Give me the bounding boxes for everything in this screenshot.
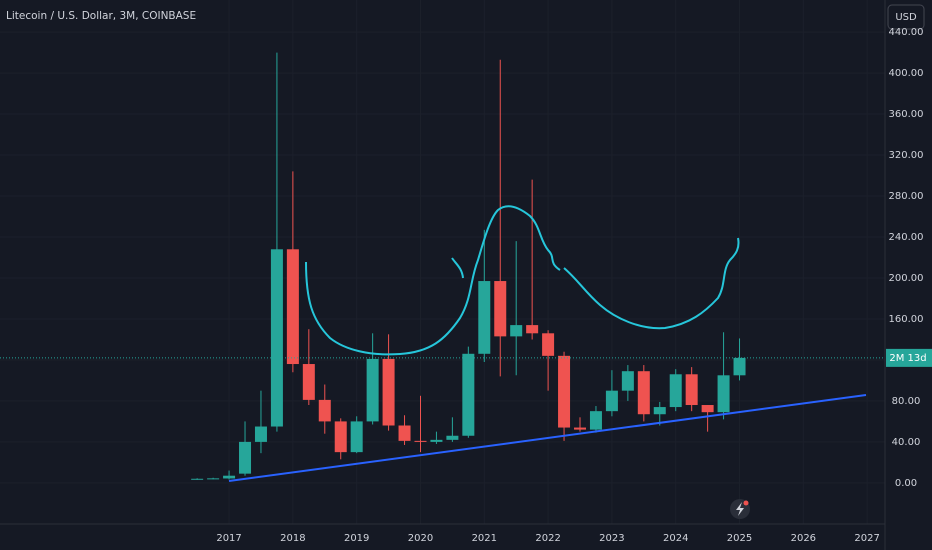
candle-body [270, 249, 283, 427]
alert-bolt [736, 502, 744, 516]
x-tick-label: 2021 [472, 533, 497, 544]
x-tick-label: 2022 [535, 533, 560, 544]
x-tick-label: 2026 [791, 533, 816, 544]
candle-body [669, 374, 682, 408]
candle-body [701, 405, 714, 413]
candle-body [350, 421, 363, 453]
candle-body [637, 371, 650, 415]
x-tick-label: 2018 [280, 533, 305, 544]
candle-body [526, 325, 539, 334]
candle-body [302, 364, 315, 400]
y-tick-label: 160.00 [889, 314, 924, 325]
y-tick-label: 80.00 [892, 396, 921, 407]
candle-body [510, 325, 523, 337]
countdown-tag [886, 348, 932, 367]
x-tick-label: 2025 [727, 533, 752, 544]
x-tick-label: 2027 [854, 533, 879, 544]
candle-body [717, 375, 730, 413]
candle-body [589, 411, 602, 430]
candle-body [685, 374, 698, 406]
currency-button[interactable] [887, 4, 925, 30]
candle-body [191, 478, 204, 480]
candle-body [254, 426, 267, 442]
currency-label[interactable]: USD [895, 12, 917, 23]
candle-body [574, 427, 587, 430]
candle-body [542, 333, 555, 356]
countdown-label: 2M 13d [889, 353, 926, 364]
candle-body [605, 390, 618, 412]
y-tick-label: 240.00 [889, 232, 924, 243]
chart-title: Litecoin / U.S. Dollar, 3M, COINBASE [6, 10, 196, 22]
candle-body [478, 281, 491, 354]
candle-body [733, 357, 746, 376]
y-tick-label: 0.00 [895, 478, 917, 489]
y-tick-label: 400.00 [889, 68, 924, 79]
candle-body [334, 421, 347, 453]
candle-body [239, 441, 252, 474]
candle-body [462, 353, 475, 436]
y-tick-label: 40.00 [892, 437, 921, 448]
x-tick-label: 2024 [663, 533, 688, 544]
y-tick-label: 440.00 [889, 27, 924, 38]
x-tick-label: 2017 [216, 533, 241, 544]
candles [191, 52, 746, 480]
drawing-curve [305, 205, 740, 356]
y-tick-label: 280.00 [889, 191, 924, 202]
candle-body [318, 399, 331, 422]
candle-body [382, 358, 395, 426]
candle-body [446, 435, 459, 440]
y-tick-label: 360.00 [889, 109, 924, 120]
candle-body [286, 249, 299, 365]
candle-body [414, 440, 427, 442]
candle-body [366, 358, 379, 422]
candle-body [653, 407, 666, 415]
candle-body [398, 425, 411, 441]
candle-body [207, 478, 220, 480]
candle-body [223, 475, 236, 479]
x-tick-label: 2020 [408, 533, 433, 544]
y-tick-label: 200.00 [889, 273, 924, 284]
x-tick-label: 2023 [599, 533, 624, 544]
x-tick-label: 2019 [344, 533, 369, 544]
candle-body [430, 439, 443, 442]
candle-body [494, 281, 507, 337]
candle-body [621, 371, 634, 391]
y-tick-label: 320.00 [889, 150, 924, 161]
alert-dot [743, 500, 749, 506]
trend-line [228, 394, 867, 482]
candle-body [558, 355, 571, 428]
